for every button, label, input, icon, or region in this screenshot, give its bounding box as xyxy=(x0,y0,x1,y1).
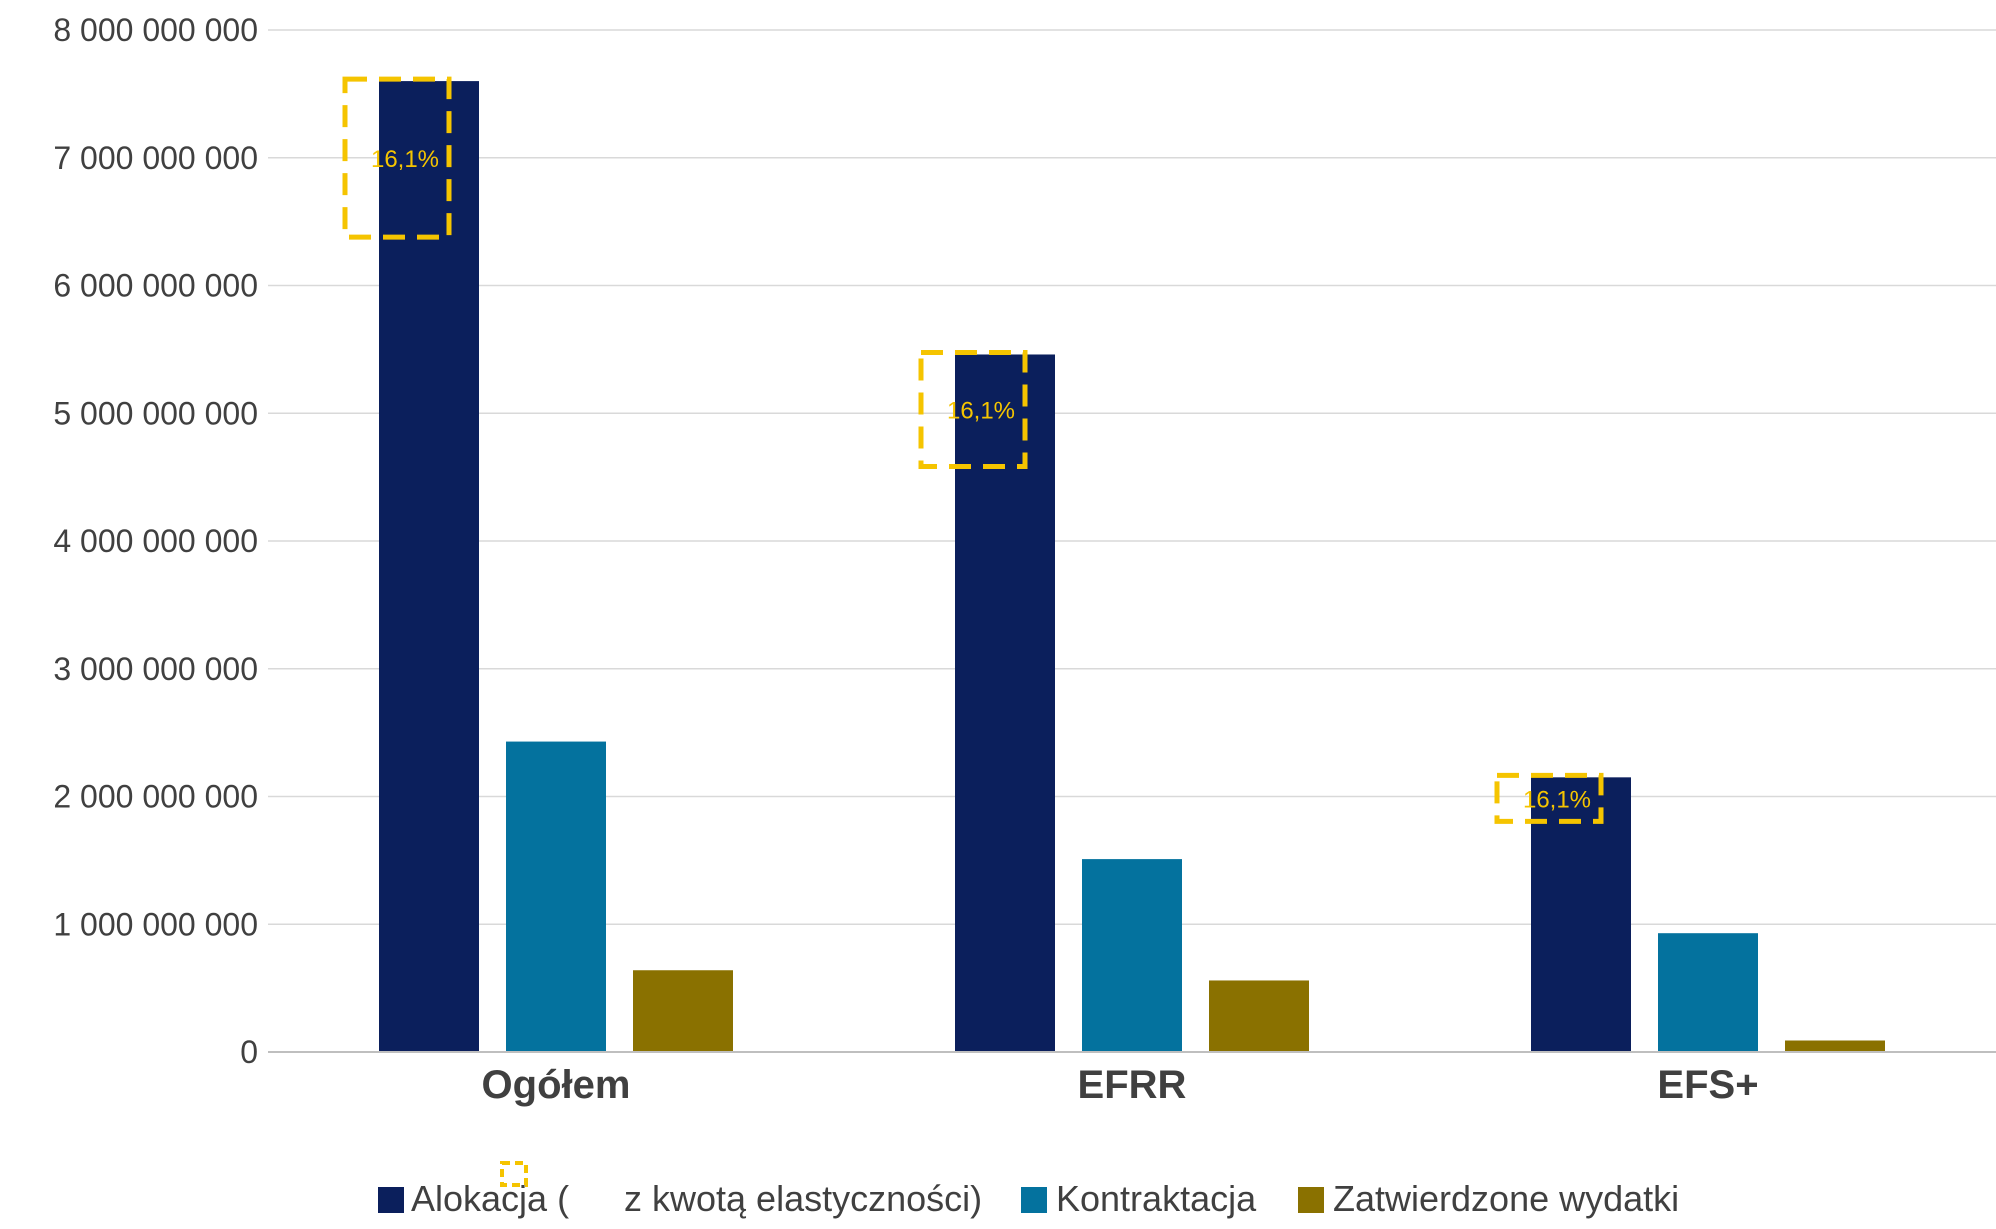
annotation-box xyxy=(342,76,452,240)
annotation-label: 16,1% xyxy=(947,397,1015,424)
bar-efs-series-0 xyxy=(1531,777,1631,1052)
legend: Alokacja ( z kwotą elastyczności) Kontrakt… xyxy=(378,1161,1679,1219)
x-category-label: EFS+ xyxy=(1657,1063,1758,1107)
legend-swatch-alokacja xyxy=(378,1187,404,1213)
y-axis-tick-labels: 0 1 000 000 000 2 000 000 000 3 000 000 000… xyxy=(53,12,258,1070)
bar-ogem-series-2 xyxy=(633,970,733,1052)
bar-ogem-series-1 xyxy=(506,741,606,1052)
bar-efs-series-2 xyxy=(1785,1040,1885,1052)
y-tick-label: 8 000 000 000 xyxy=(53,12,258,48)
bar-efs-series-1 xyxy=(1658,933,1758,1052)
annotation-box xyxy=(1494,772,1604,824)
legend-annotation-marker xyxy=(500,1161,528,1187)
y-tick-label: 5 000 000 000 xyxy=(53,395,258,431)
y-tick-label: 7 000 000 000 xyxy=(53,140,258,176)
y-tick-label: 6 000 000 000 xyxy=(53,268,258,304)
legend-label-kontraktacja: Kontraktacja xyxy=(1056,1178,1257,1219)
y-tick-label: 4 000 000 000 xyxy=(53,523,258,559)
x-axis-category-labels: Ogółem EFRR EFS+ xyxy=(482,1063,1759,1107)
legend-label-alokacja-part2: z kwotą elastyczności) xyxy=(624,1178,982,1219)
y-tick-label: 1 000 000 000 xyxy=(53,906,258,942)
bars xyxy=(379,81,1885,1053)
legend-swatch-zatwierdzone xyxy=(1298,1187,1324,1213)
annotations: 16,1% 16,1% 16,1% xyxy=(342,76,1604,824)
annotation-label: 16,1% xyxy=(371,146,439,173)
legend-label-alokacja-part1: Alokacja ( xyxy=(411,1178,569,1219)
legend-swatch-kontraktacja xyxy=(1021,1187,1047,1213)
legend-label-zatwierdzone: Zatwierdzone wydatki xyxy=(1333,1178,1679,1219)
x-category-label: EFRR xyxy=(1078,1063,1187,1107)
y-tick-label: 3 000 000 000 xyxy=(53,651,258,687)
bar-efrr-series-0 xyxy=(955,354,1055,1052)
bar-efrr-series-2 xyxy=(1209,980,1309,1052)
bar-ogem-series-0 xyxy=(379,81,479,1053)
y-tick-label: 0 xyxy=(240,1034,258,1070)
bar-efrr-series-1 xyxy=(1082,859,1182,1052)
x-category-label: Ogółem xyxy=(482,1063,631,1107)
y-tick-label: 2 000 000 000 xyxy=(53,779,258,815)
annotation-box xyxy=(918,349,1028,469)
annotation-label: 16,1% xyxy=(1523,786,1591,813)
